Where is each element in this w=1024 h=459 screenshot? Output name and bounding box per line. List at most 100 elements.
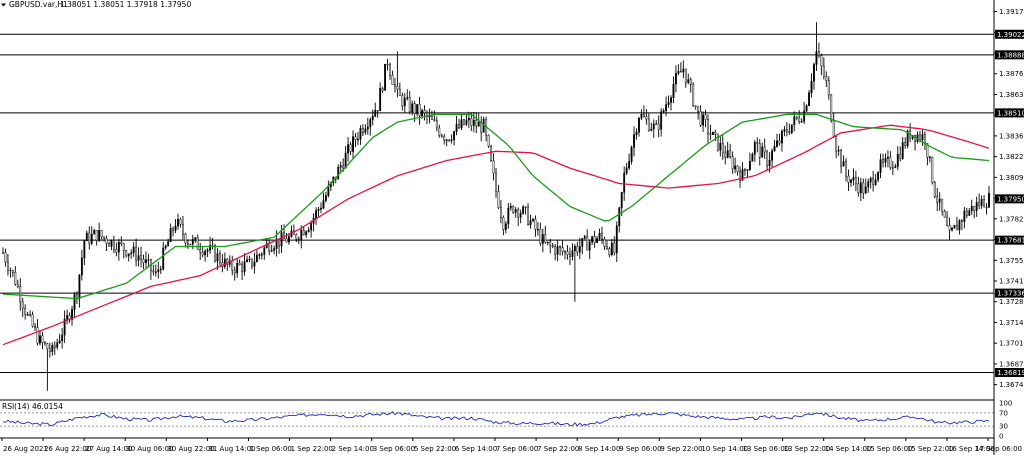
horizontal-level-tag bbox=[995, 50, 1024, 60]
candle-body bbox=[142, 258, 145, 263]
candle-body bbox=[675, 72, 677, 85]
candle-body bbox=[135, 246, 138, 261]
time-tick-label: 30 Aug 22:00 bbox=[167, 445, 214, 453]
candle-body bbox=[837, 150, 840, 152]
time-tick-label: 1 Sep 06:00 bbox=[250, 445, 292, 453]
candle-body bbox=[458, 124, 460, 129]
candle-body bbox=[919, 134, 921, 141]
candle-body bbox=[352, 136, 354, 152]
candle-body bbox=[711, 131, 714, 135]
candle-body bbox=[327, 186, 330, 196]
candle-body bbox=[90, 233, 93, 244]
candle-body bbox=[374, 110, 377, 117]
candle-body bbox=[731, 156, 734, 170]
candle-body bbox=[788, 131, 791, 134]
candle-body bbox=[403, 98, 406, 107]
candle-body bbox=[739, 171, 741, 181]
candle-body bbox=[896, 153, 899, 167]
candle-body bbox=[662, 110, 665, 112]
candle-body bbox=[726, 150, 729, 158]
candle-body bbox=[359, 128, 362, 140]
candle-body bbox=[507, 207, 510, 225]
candle-body bbox=[93, 230, 96, 235]
candle-body bbox=[398, 88, 401, 96]
candle-body bbox=[756, 142, 759, 144]
candle-body bbox=[218, 253, 221, 263]
candle-body bbox=[467, 118, 470, 121]
candle-body bbox=[660, 111, 663, 130]
candle-body bbox=[716, 133, 719, 151]
time-tick-label: 2 Sep 14:00 bbox=[332, 445, 374, 453]
horizontal-level-label: 1.38888 bbox=[997, 51, 1024, 59]
candle-body bbox=[342, 165, 345, 169]
current-price-label: 1.37950 bbox=[997, 195, 1024, 203]
candle-body bbox=[564, 251, 566, 253]
candle-body bbox=[817, 51, 820, 56]
candle-body bbox=[164, 245, 167, 249]
candle-body bbox=[517, 209, 520, 218]
candle-body bbox=[268, 243, 271, 252]
candle-body bbox=[117, 241, 120, 253]
time-tick-label: 9 Sep 22:00 bbox=[660, 445, 702, 453]
candle-body bbox=[529, 220, 532, 225]
candle-body bbox=[689, 79, 692, 85]
candle-body bbox=[923, 134, 926, 144]
candle-body bbox=[803, 110, 806, 122]
candle-body bbox=[167, 241, 170, 247]
candle-body bbox=[305, 231, 308, 236]
candle-body bbox=[534, 219, 537, 230]
candle-body bbox=[904, 142, 907, 146]
candle-body bbox=[490, 145, 492, 162]
candle-body bbox=[132, 246, 135, 254]
horizontal-level-tag bbox=[995, 368, 1024, 378]
horizontal-level-label: 1.37681 bbox=[997, 237, 1024, 245]
candle-body bbox=[241, 264, 244, 272]
candle-body bbox=[472, 119, 475, 126]
candle-body bbox=[901, 142, 904, 159]
horizontal-level-tag bbox=[995, 29, 1024, 39]
candle-body bbox=[386, 63, 389, 66]
candle-body bbox=[413, 103, 416, 114]
candle-body bbox=[394, 84, 396, 87]
candle-body bbox=[581, 238, 584, 247]
candle-body bbox=[512, 206, 515, 213]
candle-body bbox=[179, 219, 182, 225]
candle-body bbox=[159, 268, 162, 271]
candle-body bbox=[985, 206, 988, 209]
candle-body bbox=[561, 247, 564, 252]
rsi-line bbox=[2, 410, 990, 427]
candle-body bbox=[7, 261, 9, 271]
candle-body bbox=[445, 139, 448, 141]
candle-body bbox=[236, 262, 239, 274]
candle-body bbox=[773, 146, 776, 152]
candle-body bbox=[541, 234, 544, 244]
candle-body bbox=[835, 136, 838, 152]
candle-body bbox=[184, 233, 187, 244]
candle-body bbox=[980, 199, 983, 206]
ma-slow-line bbox=[2, 124, 990, 346]
time-tick-label: 27 Aug 14:00 bbox=[85, 445, 132, 453]
time-tick-label: 15 Sep 22:00 bbox=[907, 445, 954, 453]
time-tick-label: 13 Sep 06:00 bbox=[743, 445, 790, 453]
candle-body bbox=[591, 236, 594, 243]
candle-body bbox=[931, 156, 934, 183]
candle-body bbox=[559, 246, 562, 248]
candle-body bbox=[189, 243, 192, 246]
candle-body bbox=[214, 245, 216, 262]
candle-body bbox=[238, 262, 241, 265]
candle-body bbox=[603, 238, 606, 247]
candle-body bbox=[951, 228, 953, 231]
candle-body bbox=[872, 177, 875, 186]
candle-body bbox=[800, 121, 803, 123]
candle-body bbox=[26, 314, 29, 316]
dropdown-arrow-icon[interactable] bbox=[1, 3, 6, 7]
candle-body bbox=[231, 260, 234, 271]
candle-body bbox=[349, 144, 352, 152]
candle-body bbox=[322, 200, 325, 209]
candle-body bbox=[194, 237, 197, 240]
candle-body bbox=[827, 80, 830, 96]
candle-body bbox=[721, 142, 724, 154]
candle-body bbox=[938, 198, 941, 203]
candle-body bbox=[448, 139, 451, 141]
